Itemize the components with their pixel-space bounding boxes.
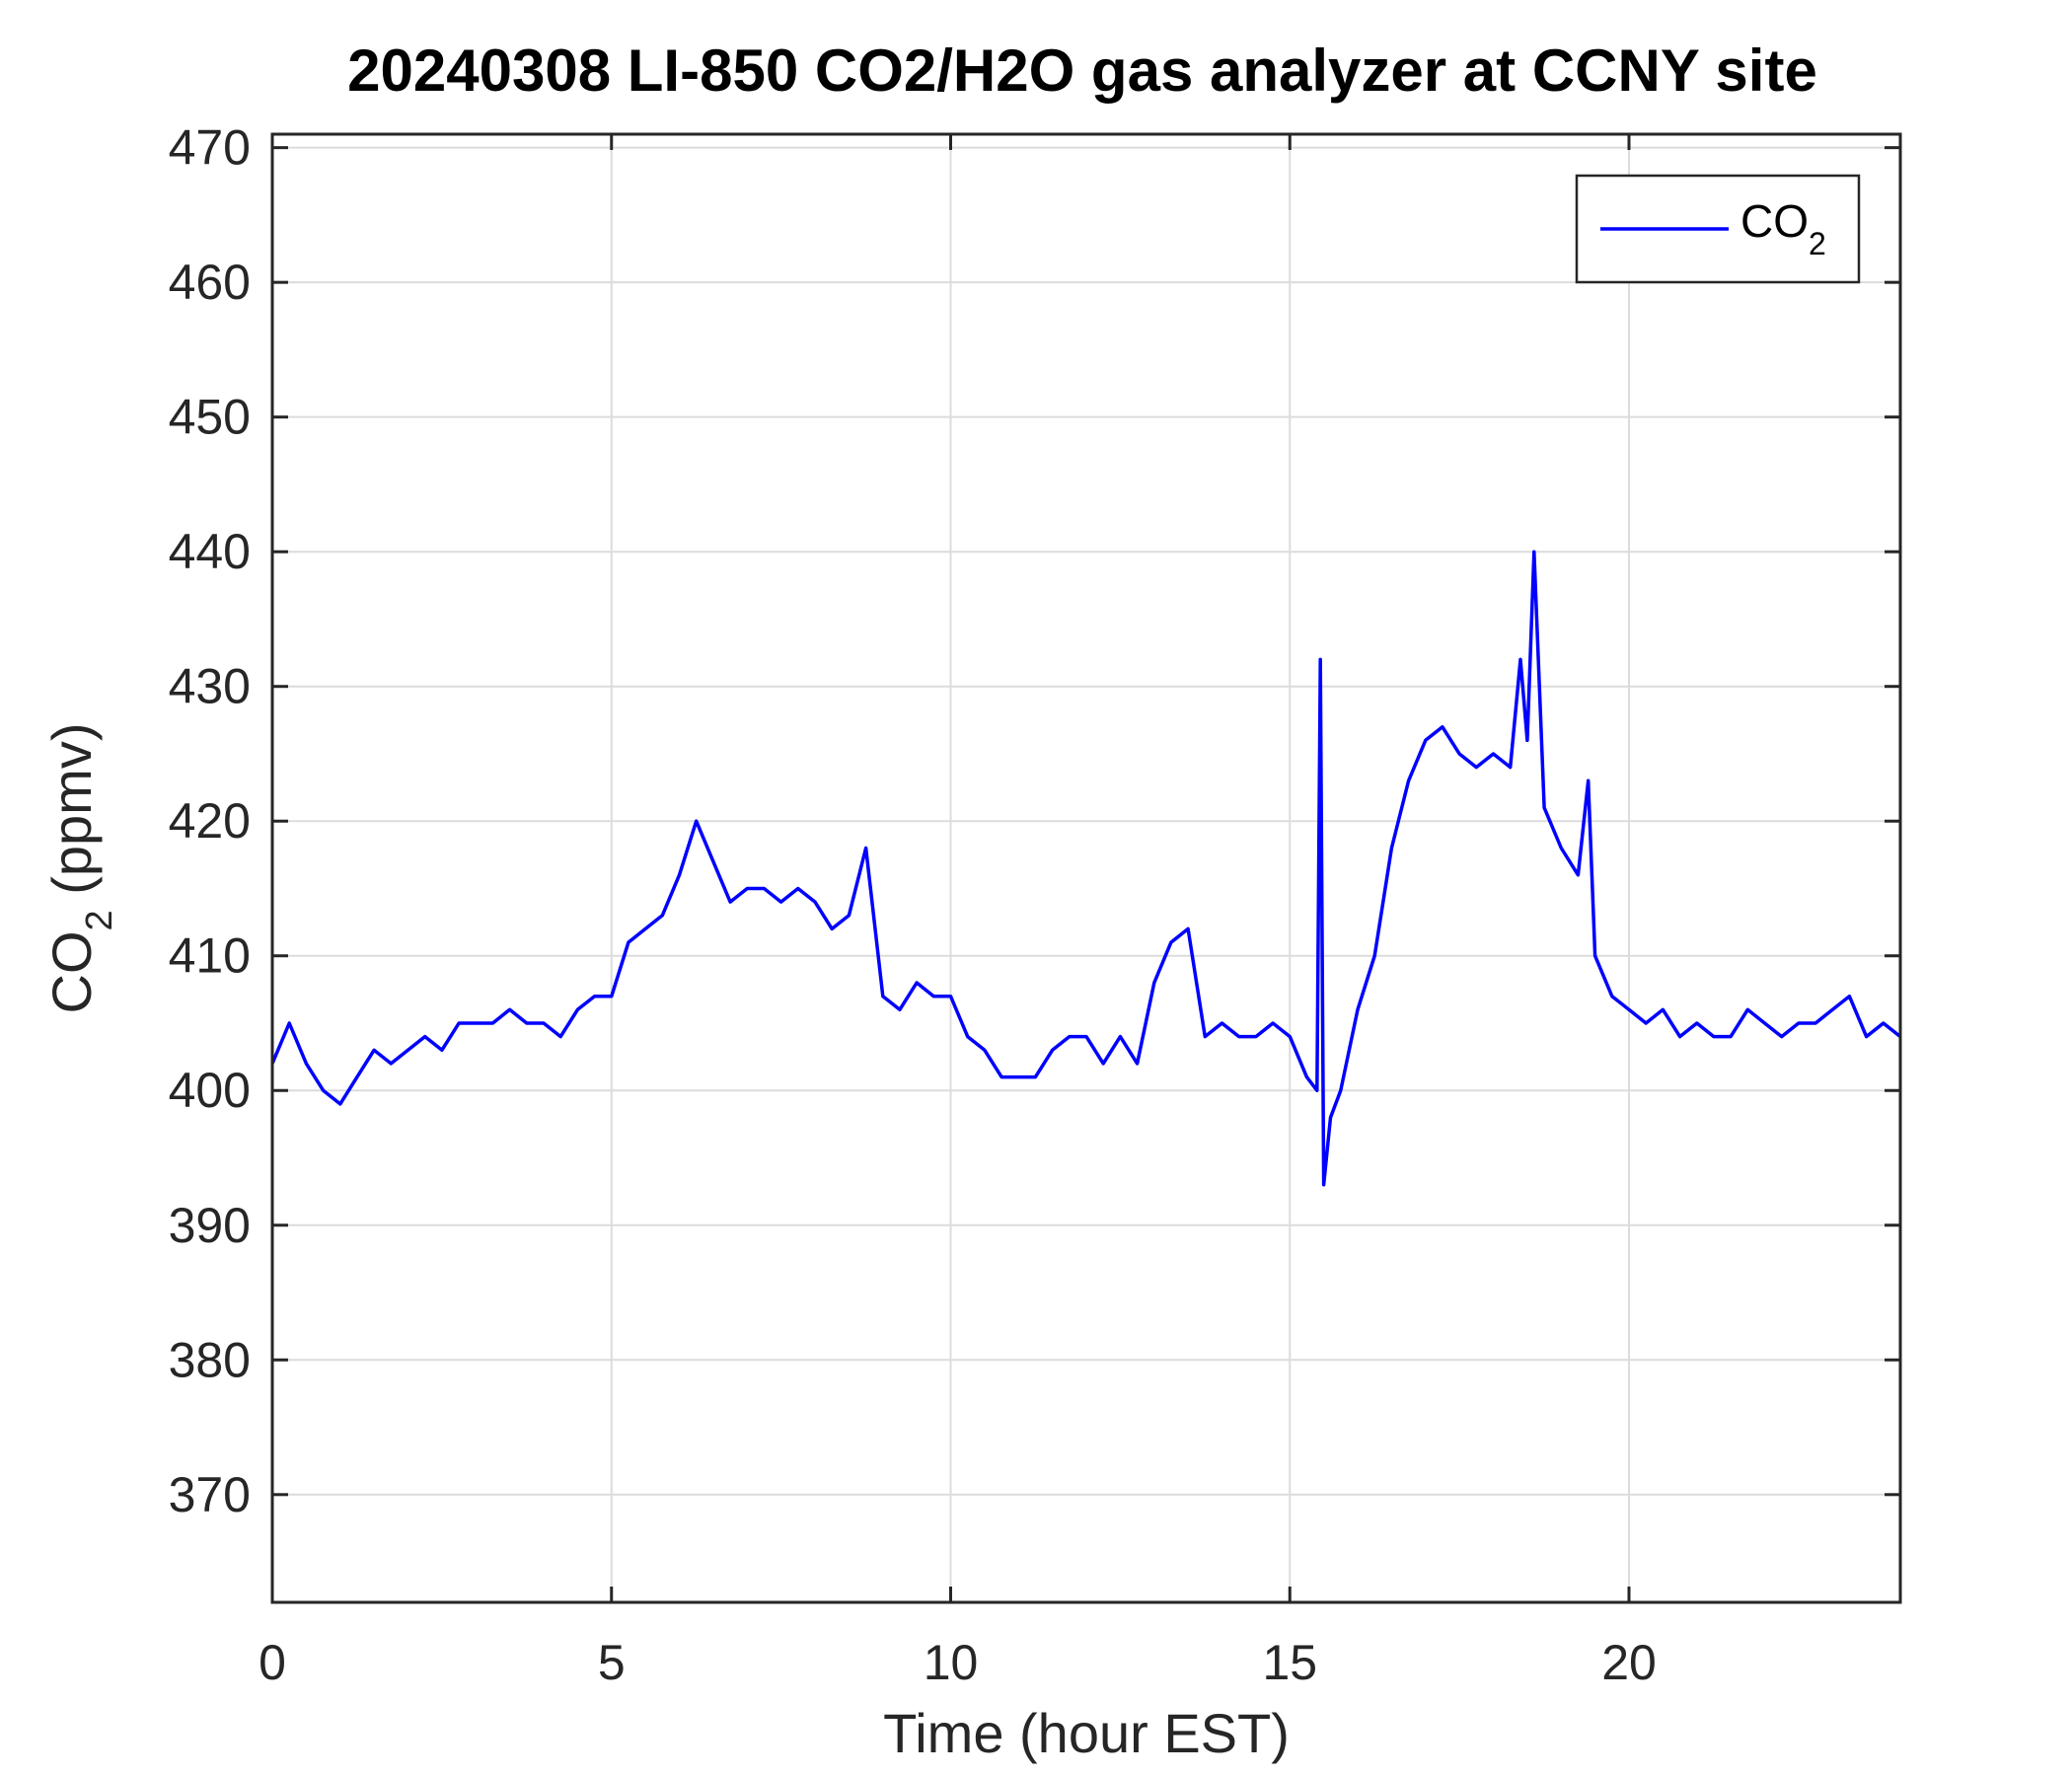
x-tick-label-15: 15 bbox=[1262, 1635, 1317, 1690]
y-tick-label-440: 440 bbox=[169, 524, 251, 579]
series-line-co2 bbox=[270, 550, 1902, 1187]
y-tick-label-410: 410 bbox=[169, 928, 251, 984]
y-axis-label-subscript: 2 bbox=[79, 910, 120, 930]
y-tick-label-450: 450 bbox=[169, 390, 251, 445]
y-axis-label-prefix: CO bbox=[40, 930, 103, 1013]
y-axis-label-suffix: (ppmv) bbox=[40, 723, 103, 911]
y-tick-label-460: 460 bbox=[169, 255, 251, 310]
x-tick-label-20: 20 bbox=[1601, 1635, 1657, 1690]
legend-label-subscript: 2 bbox=[1809, 226, 1826, 261]
axis-ticks: 0 5 10 15 20 370 380 390 400 410 420 430 440 450 460 47… bbox=[169, 120, 1900, 1690]
y-tick-label-420: 420 bbox=[169, 793, 251, 849]
plot-area bbox=[270, 550, 1902, 1187]
y-tick-label-430: 430 bbox=[169, 659, 251, 714]
x-tick-label-5: 5 bbox=[598, 1635, 626, 1690]
axes-frame bbox=[270, 132, 1902, 1604]
x-tick-label-0: 0 bbox=[259, 1635, 286, 1690]
grid-lines bbox=[271, 134, 1900, 1602]
x-tick-label-10: 10 bbox=[924, 1635, 979, 1690]
y-tick-label-470: 470 bbox=[169, 120, 251, 176]
y-tick-label-390: 390 bbox=[169, 1198, 251, 1253]
legend-label-prefix: CO bbox=[1740, 195, 1809, 247]
chart-title: 20240308 LI-850 CO2/H2O gas analyzer at … bbox=[347, 37, 1817, 104]
y-tick-label-370: 370 bbox=[169, 1467, 251, 1522]
x-axis-label: Time (hour EST) bbox=[883, 1702, 1290, 1764]
y-tick-label-380: 380 bbox=[169, 1332, 251, 1387]
y-tick-label-400: 400 bbox=[169, 1063, 251, 1118]
legend: CO2 bbox=[1575, 174, 1861, 284]
y-axis-label: CO2 (ppmv) bbox=[40, 723, 120, 1014]
legend-label-co2: CO2 bbox=[1740, 195, 1826, 261]
